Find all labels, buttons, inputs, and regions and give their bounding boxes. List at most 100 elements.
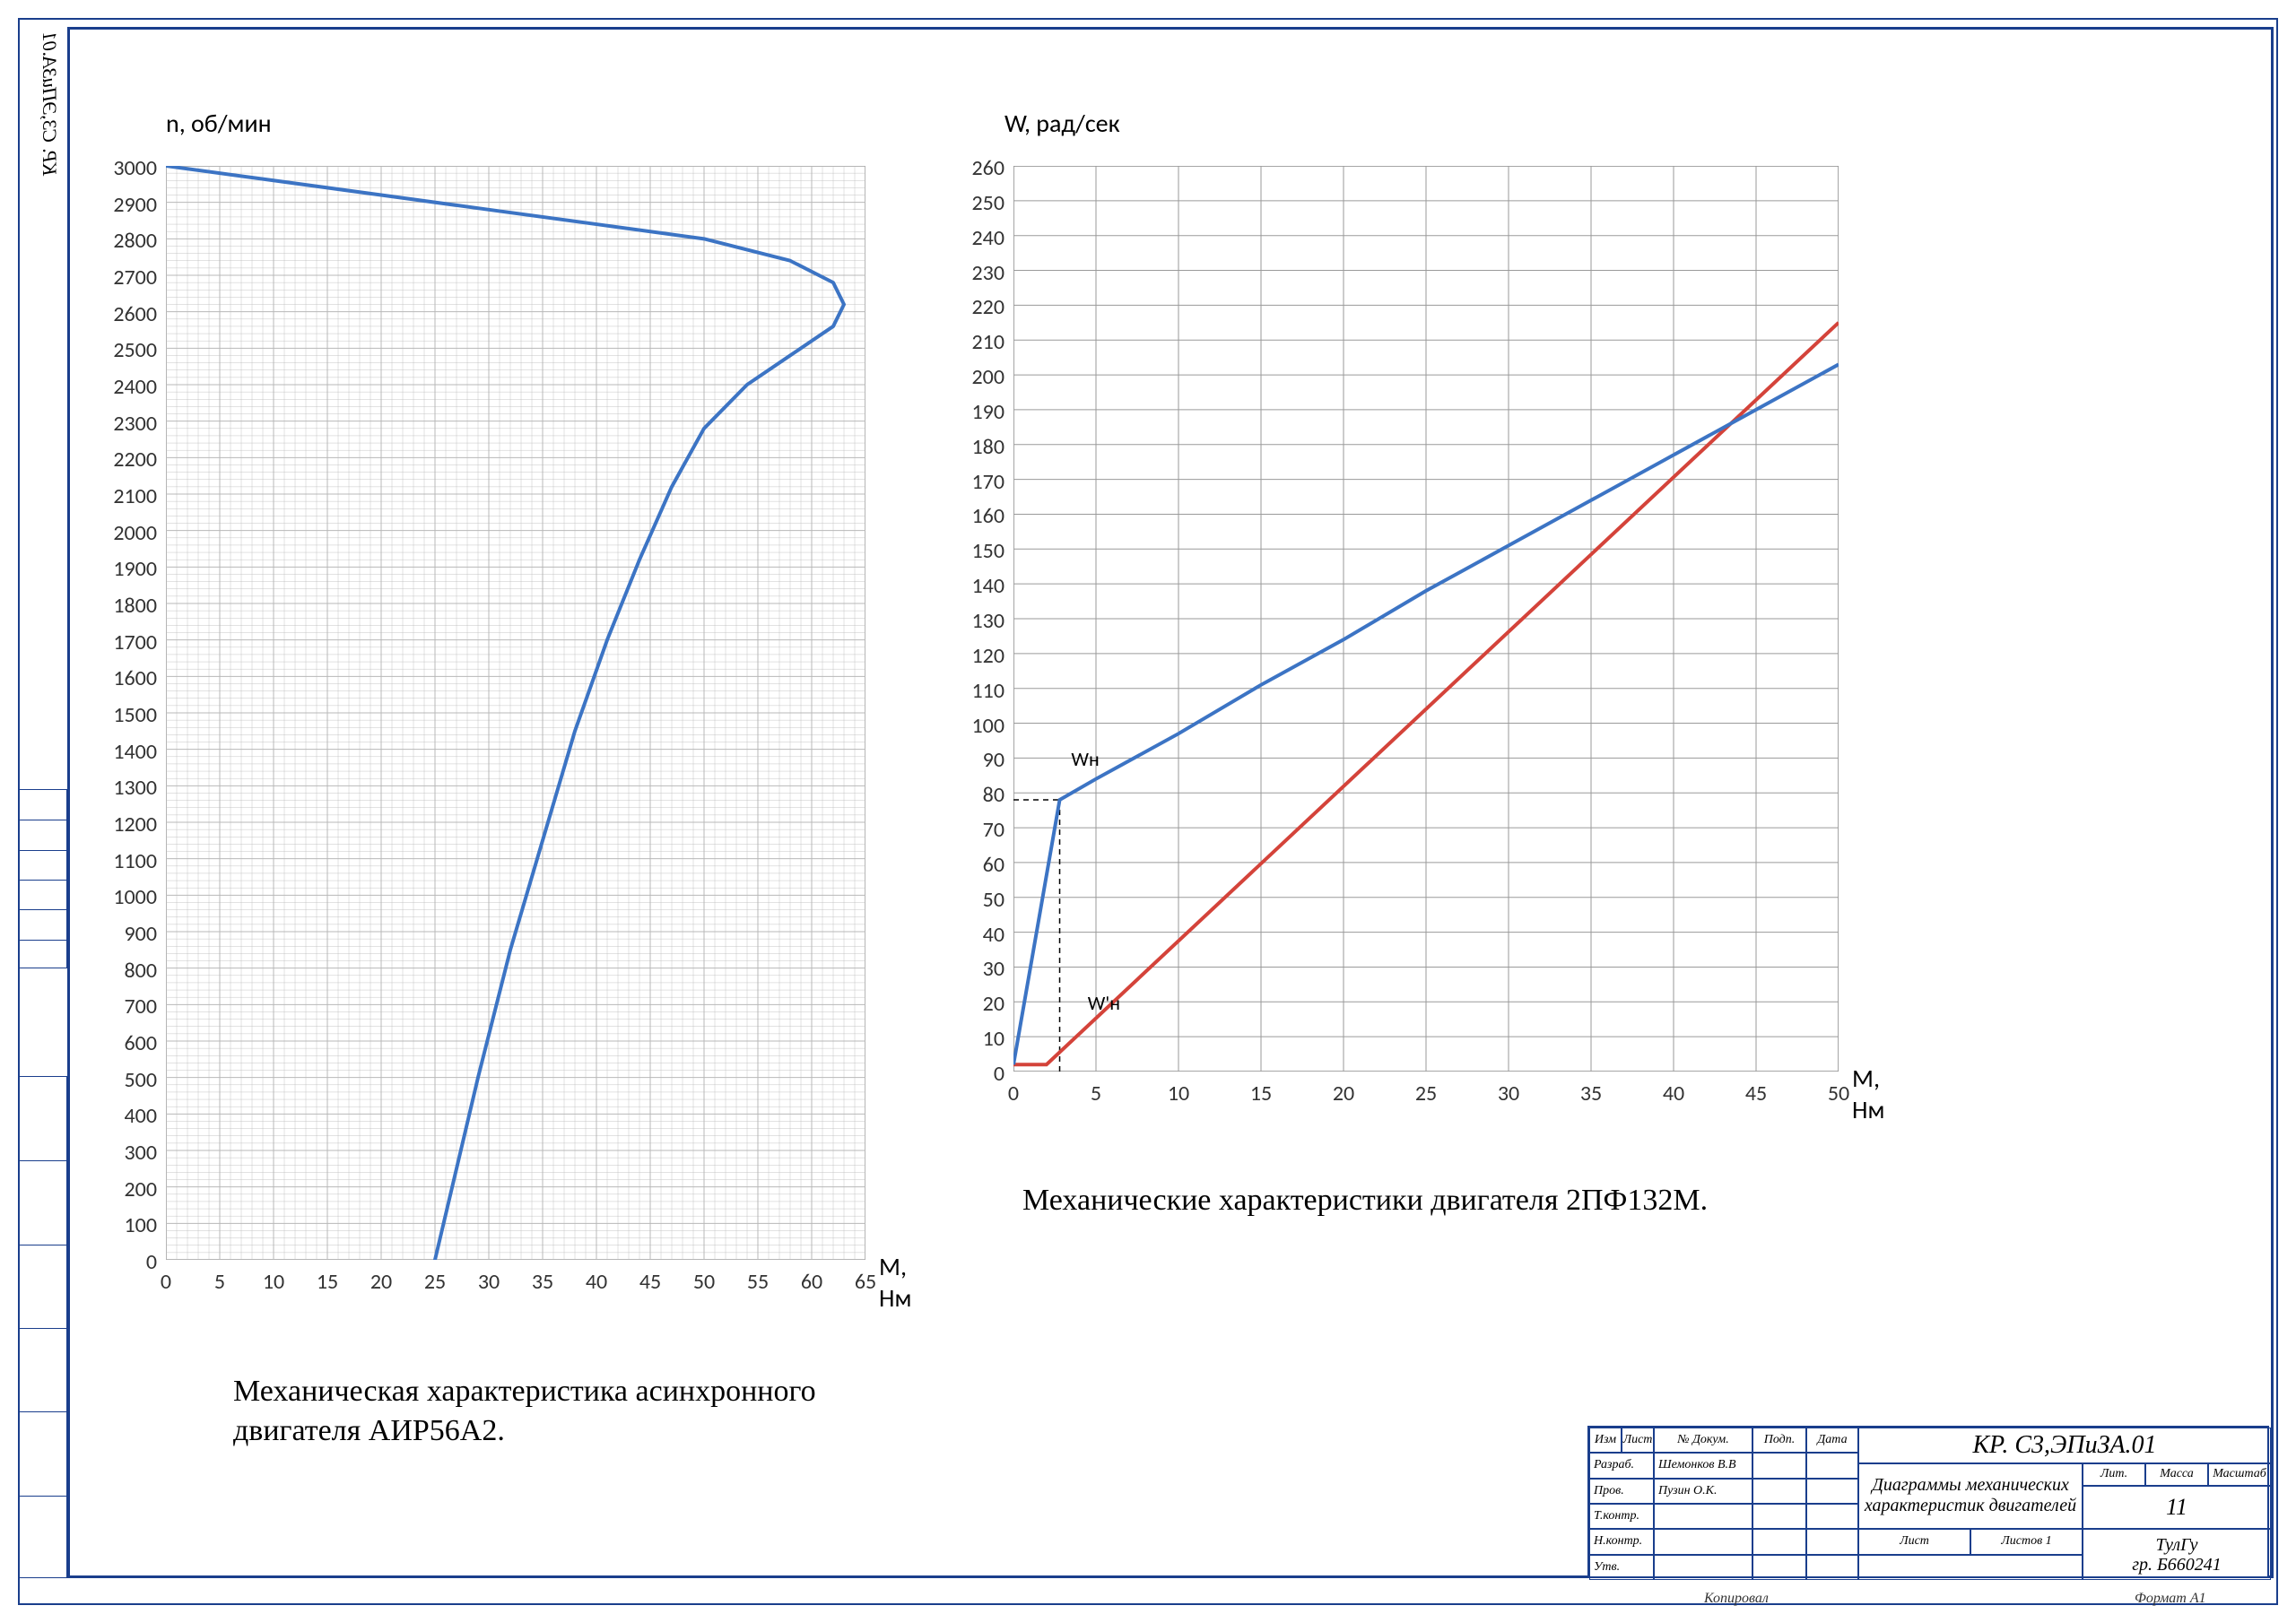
tb-cell	[1752, 1479, 1806, 1504]
ytick: 400	[103, 1103, 157, 1129]
ytick: 80	[951, 782, 1004, 808]
ytick: 1900	[103, 556, 157, 582]
chart-annotation: W'н	[1088, 991, 1120, 1015]
ytick: 60	[951, 852, 1004, 878]
xtick: 50	[1821, 1081, 1857, 1107]
ytick: 1300	[103, 775, 157, 801]
tb-cell: Масса	[2145, 1463, 2208, 1487]
tb-cell: Лит.	[2083, 1463, 2145, 1487]
ytick: 2700	[103, 265, 157, 291]
ytick: 1200	[103, 812, 157, 838]
tb-cell: КР. С3,ЭПиЗА.01	[1858, 1428, 2271, 1463]
xtick: 10	[1161, 1081, 1196, 1107]
chart-right-xlabel: M, Нм	[1852, 1063, 1884, 1125]
tb-cell	[1806, 1555, 1858, 1580]
ytick: 2400	[103, 374, 157, 400]
xtick: 40	[1656, 1081, 1692, 1107]
ytick: 800	[103, 958, 157, 984]
xtick: 20	[363, 1269, 399, 1295]
tb-cell: Лист	[1622, 1428, 1654, 1453]
ytick: 100	[103, 1212, 157, 1238]
tb-cell: Пузин О.К.	[1654, 1479, 1752, 1504]
tb-cell	[1806, 1453, 1858, 1478]
chart-left-ylabel: n, об/мин	[166, 108, 272, 139]
xtick: 30	[471, 1269, 507, 1295]
xtick: 60	[794, 1269, 830, 1295]
ytick: 2200	[103, 447, 157, 473]
tb-cell: Диаграммы механическиххарактеристик двиг…	[1858, 1463, 2083, 1530]
xtick: 55	[740, 1269, 776, 1295]
xtick: 25	[1408, 1081, 1444, 1107]
xtick: 5	[1078, 1081, 1114, 1107]
chart-left: n, об/мин M, Нм 010020030040050060070080…	[166, 166, 865, 1260]
chart-right: W, рад/сек M, Нм 01020304050607080901001…	[1013, 166, 1839, 1072]
ytick: 230	[951, 260, 1004, 286]
ytick: 1100	[103, 848, 157, 874]
footer-copy: Копировал	[1704, 1591, 1769, 1607]
tb-cell	[1654, 1504, 1752, 1529]
chart-left-caption: Механическая характеристика асинхронного…	[233, 1372, 933, 1451]
tb-cell	[1806, 1529, 1858, 1554]
ytick: 70	[951, 817, 1004, 843]
tb-cell: Масштаб	[2208, 1463, 2271, 1487]
ytick: 1800	[103, 593, 157, 619]
tb-cell	[1654, 1555, 1752, 1580]
side-box-1	[18, 1076, 67, 1578]
ytick: 2300	[103, 411, 157, 437]
xtick: 20	[1326, 1081, 1361, 1107]
ytick: 3000	[103, 155, 157, 181]
chart-right-caption: Механические характеристики двигателя 2П…	[1022, 1184, 1708, 1218]
side-box-0	[18, 789, 67, 968]
ytick: 1400	[103, 739, 157, 765]
tb-cell	[1654, 1529, 1752, 1554]
tb-cell	[1752, 1529, 1806, 1554]
tb-cell	[1752, 1555, 1806, 1580]
ytick: 110	[951, 678, 1004, 704]
ytick: 50	[951, 887, 1004, 913]
ytick: 220	[951, 294, 1004, 320]
tb-cell: Листов 1	[1970, 1529, 2083, 1554]
ytick: 210	[951, 329, 1004, 355]
xtick: 15	[1243, 1081, 1279, 1107]
ytick: 2800	[103, 228, 157, 254]
ytick: 2100	[103, 483, 157, 509]
tb-cell: Дата	[1806, 1428, 1858, 1453]
tb-cell	[1752, 1504, 1806, 1529]
xtick: 35	[1573, 1081, 1609, 1107]
xtick: 25	[417, 1269, 453, 1295]
tb-cell: Пров.	[1589, 1479, 1654, 1504]
tb-cell: Разраб.	[1589, 1453, 1654, 1478]
ytick: 190	[951, 399, 1004, 425]
ytick: 180	[951, 434, 1004, 460]
ytick: 600	[103, 1030, 157, 1056]
ytick: 1600	[103, 665, 157, 691]
chart-right-ylabel: W, рад/сек	[1004, 108, 1120, 139]
xtick: 30	[1491, 1081, 1526, 1107]
ytick: 140	[951, 573, 1004, 599]
ytick: 250	[951, 190, 1004, 216]
tb-cell: Подп.	[1752, 1428, 1806, 1453]
xtick: 65	[848, 1269, 883, 1295]
ytick: 1500	[103, 702, 157, 728]
xtick: 15	[309, 1269, 345, 1295]
ytick: 150	[951, 538, 1004, 564]
ytick: 500	[103, 1067, 157, 1093]
ytick: 160	[951, 503, 1004, 529]
xtick: 40	[578, 1269, 614, 1295]
chart-right-plot	[1013, 166, 1839, 1072]
ytick: 30	[951, 956, 1004, 982]
ytick: 90	[951, 747, 1004, 773]
ytick: 300	[103, 1140, 157, 1166]
title-block: ИзмЛист№ Докум.Подп.ДатаРазраб.Шемонков …	[1587, 1426, 2269, 1578]
xtick: 45	[632, 1269, 668, 1295]
footer-format: Формат А1	[2135, 1591, 2206, 1607]
tb-cell	[1752, 1453, 1806, 1478]
tb-cell: ТулГугр. Б660241	[2083, 1529, 2271, 1580]
ytick: 200	[951, 364, 1004, 390]
ytick: 2900	[103, 192, 157, 218]
ytick: 1700	[103, 629, 157, 655]
xtick: 50	[686, 1269, 722, 1295]
ytick: 700	[103, 994, 157, 1020]
chart-left-xlabel: M, Нм	[879, 1251, 911, 1314]
ytick: 20	[951, 991, 1004, 1017]
